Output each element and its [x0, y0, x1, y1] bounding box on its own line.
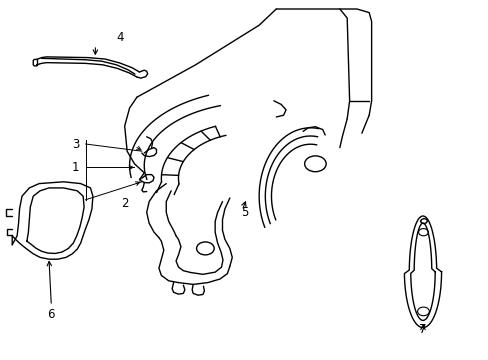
Text: 3: 3: [72, 138, 80, 150]
Text: 1: 1: [72, 161, 80, 174]
Text: 2: 2: [121, 197, 128, 210]
Text: 7: 7: [418, 323, 426, 336]
Text: 5: 5: [240, 206, 248, 219]
Text: 4: 4: [116, 31, 123, 44]
Text: 6: 6: [47, 309, 55, 321]
